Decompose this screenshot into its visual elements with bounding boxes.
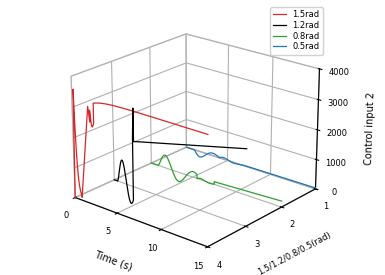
Y-axis label: 1.5/1.2/0.8/0.5(rad): 1.5/1.2/0.8/0.5(rad) [256,230,332,275]
Legend: 1.5rad, 1.2rad, 0.8rad, 0.5rad: 1.5rad, 1.2rad, 0.8rad, 0.5rad [270,7,323,55]
X-axis label: Time (s): Time (s) [93,249,134,272]
